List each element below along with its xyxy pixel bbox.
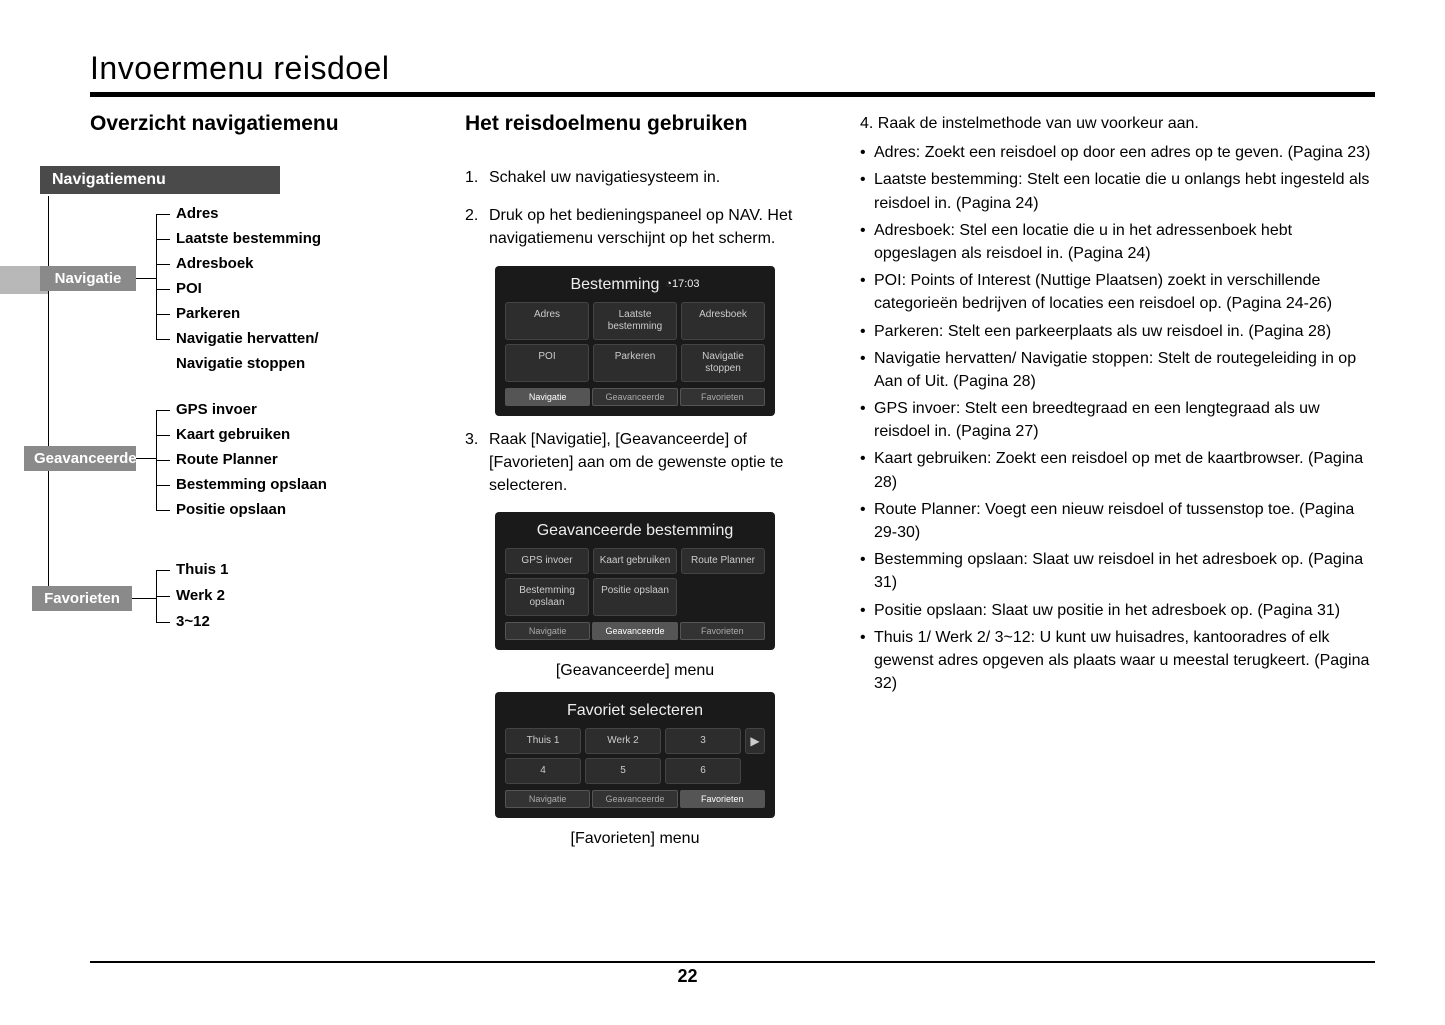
screen1-time: ◔17:03 <box>665 278 699 290</box>
tree-leaf: Thuis 1 <box>176 561 229 578</box>
steps-list: 1.Schakel uw navigatiesysteem in. 2.Druk… <box>465 166 825 251</box>
screen3-tab[interactable]: Favorieten <box>680 790 765 808</box>
tree-leaf: Kaart gebruiken <box>176 426 290 443</box>
step4-intro: 4. Raak de instelmethode van uw voorkeur… <box>860 112 1375 135</box>
screenshot-bestemming: Bestemming ◔17:03 Adres Laatste bestemmin… <box>495 266 775 416</box>
screen3-btn[interactable]: 5 <box>585 758 661 784</box>
screen2-btn[interactable]: Kaart gebruiken <box>593 548 677 574</box>
bullet-item: GPS invoer: Stelt een breedtegraad en ee… <box>860 397 1375 443</box>
screen1-btn[interactable]: Adres <box>505 302 589 340</box>
screen1-btn[interactable]: Adresboek <box>681 302 765 340</box>
tree-leaf: Adres <box>176 205 219 222</box>
nav-tree: Navigatiemenu Navigatie Adres Laatste bes… <box>0 166 430 636</box>
screen3-btn[interactable]: Werk 2 <box>585 728 661 754</box>
screen2-btn[interactable]: GPS invoer <box>505 548 589 574</box>
step-text: Druk op het bedieningspaneel op NAV. Het… <box>489 204 825 250</box>
bullet-item: Adresboek: Stel een locatie die u in het… <box>860 219 1375 265</box>
bullet-item: POI: Points of Interest (Nuttige Plaatse… <box>860 269 1375 315</box>
screen3-tab[interactable]: Geavanceerde <box>592 790 677 808</box>
page-title: Invoermenu reisdoel <box>90 50 1375 87</box>
tree-leaf: Laatste bestemming <box>176 230 321 247</box>
screen2-tab[interactable]: Navigatie <box>505 622 590 640</box>
tree-leaf: Bestemming opslaan <box>176 476 327 493</box>
tree-node-geavanceerde: Geavanceerde <box>24 446 136 471</box>
tree-leaf: Positie opslaan <box>176 501 286 518</box>
screen2-tab[interactable]: Geavanceerde <box>592 622 677 640</box>
tree-leaf: Navigatie stoppen <box>176 355 305 372</box>
screen1-btn[interactable]: Navigatie stoppen <box>681 344 765 382</box>
tree-leaf: Werk 2 <box>176 587 225 604</box>
bullet-item: Adres: Zoekt een reisdoel op door een ad… <box>860 141 1375 164</box>
screen2-tab[interactable]: Favorieten <box>680 622 765 640</box>
step-text: Raak [Navigatie], [Geavanceerde] of [Fav… <box>489 428 825 498</box>
screen2-caption: [Geavanceerde] menu <box>495 662 775 680</box>
bullet-item: Kaart gebruiken: Zoekt een reisdoel op m… <box>860 447 1375 493</box>
page-number: 22 <box>0 966 1375 987</box>
screen3-btn[interactable]: 6 <box>665 758 741 784</box>
screen1-title: Bestemming <box>570 276 659 293</box>
screen3-tab[interactable]: Navigatie <box>505 790 590 808</box>
tree-leaf: Route Planner <box>176 451 278 468</box>
tree-leaf: Parkeren <box>176 305 240 322</box>
screen2-btn[interactable]: Route Planner <box>681 548 765 574</box>
tree-leaf: Navigatie hervatten/ <box>176 330 319 347</box>
screenshot-favorieten: Favoriet selecteren Thuis 1 Werk 2 3 ▶ 4… <box>495 692 775 818</box>
tree-leaf: POI <box>176 280 202 297</box>
screen1-btn[interactable]: Laatste bestemming <box>593 302 677 340</box>
tree-leaf: GPS invoer <box>176 401 257 418</box>
screen1-tab[interactable]: Favorieten <box>680 388 765 406</box>
step4-bullets: Adres: Zoekt een reisdoel op door een ad… <box>860 141 1375 695</box>
screen2-btn[interactable]: Bestemming opslaan <box>505 578 589 616</box>
screen3-btn[interactable]: Thuis 1 <box>505 728 581 754</box>
screen1-tab[interactable]: Geavanceerde <box>592 388 677 406</box>
bullet-item: Positie opslaan: Slaat uw positie in het… <box>860 599 1375 622</box>
step-text: Schakel uw navigatiesysteem in. <box>489 166 720 189</box>
col1-heading: Overzicht navigatiemenu <box>90 112 430 136</box>
screen3-btn[interactable]: 3 <box>665 728 741 754</box>
screen1-btn[interactable]: Parkeren <box>593 344 677 382</box>
thin-rule <box>90 96 1375 97</box>
bullet-item: Parkeren: Stelt een parkeerplaats als uw… <box>860 320 1375 343</box>
bullet-item: Route Planner: Voegt een nieuw reisdoel … <box>860 498 1375 544</box>
tree-root: Navigatiemenu <box>40 166 280 194</box>
bullet-item: Thuis 1/ Werk 2/ 3~12: U kunt uw huisadr… <box>860 626 1375 696</box>
screen3-btn[interactable]: 4 <box>505 758 581 784</box>
tree-node-favorieten: Favorieten <box>32 586 132 611</box>
step-num: 3. <box>465 428 489 498</box>
col2-heading: Het reisdoelmenu gebruiken <box>465 112 825 136</box>
bullet-item: Navigatie hervatten/ Navigatie stoppen: … <box>860 347 1375 393</box>
bottom-rule <box>90 961 1375 963</box>
step4-block: 4. Raak de instelmethode van uw voorkeur… <box>860 112 1375 695</box>
screen1-btn[interactable]: POI <box>505 344 589 382</box>
screen2-title: Geavanceerde bestemming <box>505 522 765 540</box>
tree-node-navigatie: Navigatie <box>40 266 136 291</box>
step-num: 1. <box>465 166 489 189</box>
tree-leaf: 3~12 <box>176 613 210 630</box>
steps-list: 3.Raak [Navigatie], [Geavanceerde] of [F… <box>465 428 825 498</box>
screen2-btn[interactable]: Positie opslaan <box>593 578 677 616</box>
bullet-item: Laatste bestemming: Stelt een locatie di… <box>860 168 1375 214</box>
tree-leaf: Adresboek <box>176 255 254 272</box>
screenshot-geavanceerde: Geavanceerde bestemming GPS invoer Kaart… <box>495 512 775 650</box>
bullet-item: Bestemming opslaan: Slaat uw reisdoel in… <box>860 548 1375 594</box>
screen3-title: Favoriet selecteren <box>505 702 765 720</box>
step-num: 2. <box>465 204 489 250</box>
screen3-caption: [Favorieten] menu <box>495 830 775 848</box>
screen1-tab[interactable]: Navigatie <box>505 388 590 406</box>
screen3-next-icon[interactable]: ▶ <box>745 728 765 754</box>
